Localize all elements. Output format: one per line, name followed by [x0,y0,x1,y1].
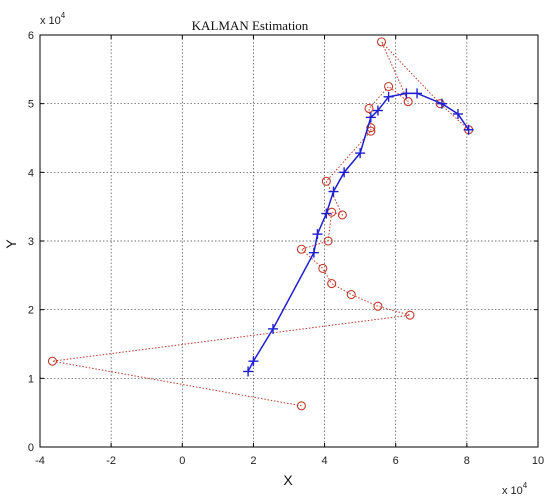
measurement-point [373,301,383,311]
measurement-point [364,103,374,114]
measurement-point [296,244,307,254]
measurement-line [52,41,469,407]
x-tick-label: 10 [532,455,544,467]
x-tick-label: -2 [106,455,116,467]
x-exponent-power: 4 [523,481,528,490]
estimate-point [355,148,366,159]
measurement-point [327,279,337,289]
y-tick-label: 5 [28,99,34,111]
estimate-point [243,366,254,377]
y-tick-label: 6 [28,30,34,42]
estimate-point [401,88,412,99]
x-tick-label: 6 [393,455,399,467]
measurement-point [403,97,413,107]
measurement-point [323,236,333,246]
estimate-point [312,229,323,240]
estimate-point [436,98,447,109]
y-exponent-power: 4 [61,11,66,20]
estimate-point [365,112,376,123]
estimate-point [339,167,350,178]
measurement-point [321,176,331,186]
x-tick-label: 2 [250,455,256,467]
y-tick-label: 4 [28,167,34,179]
y-tick-label: 3 [28,236,34,248]
measurement-point [384,81,394,92]
estimate-line [247,92,470,372]
estimate-point [463,124,474,135]
measurement-point [337,210,347,220]
x-exponent-base: x 10 [502,485,523,497]
grid [40,35,538,447]
y-exponent-label: x 104 [40,11,66,27]
measurement-point [296,401,307,411]
measurement-point [47,356,58,366]
x-tick-label: 8 [464,455,470,467]
measurement-point [366,123,376,133]
x-exponent-label: x 104 [502,481,528,497]
estimate-point [412,88,423,99]
ticks: -4 -2 0 2 4 6 8 10 0 1 2 3 4 5 6 [28,30,544,467]
measurement-point [318,263,328,274]
x-axis-label: X [283,472,293,488]
estimate-point [452,108,463,119]
series [47,37,474,411]
y-tick-label: 0 [28,442,34,454]
measurement-point [376,37,387,47]
y-tick-label: 1 [28,373,34,385]
estimate-point [328,186,339,197]
estimate-point [308,247,319,258]
x-tick-label: -4 [35,455,45,467]
measurement-point [327,207,337,217]
measurement-point [346,290,356,300]
chart-title: KALMAN Estimation [192,18,309,33]
measurement-point [405,310,415,320]
y-tick-label: 2 [28,305,34,317]
estimate-point [321,208,332,219]
y-exponent-base: x 10 [40,15,61,27]
estimate-point [383,91,394,102]
estimate-point [267,323,278,334]
estimate-point [248,356,259,367]
x-tick-label: 4 [322,455,328,467]
estimate-point [372,105,383,116]
y-axis-label: Y [3,239,19,249]
x-tick-label: 0 [179,455,185,467]
